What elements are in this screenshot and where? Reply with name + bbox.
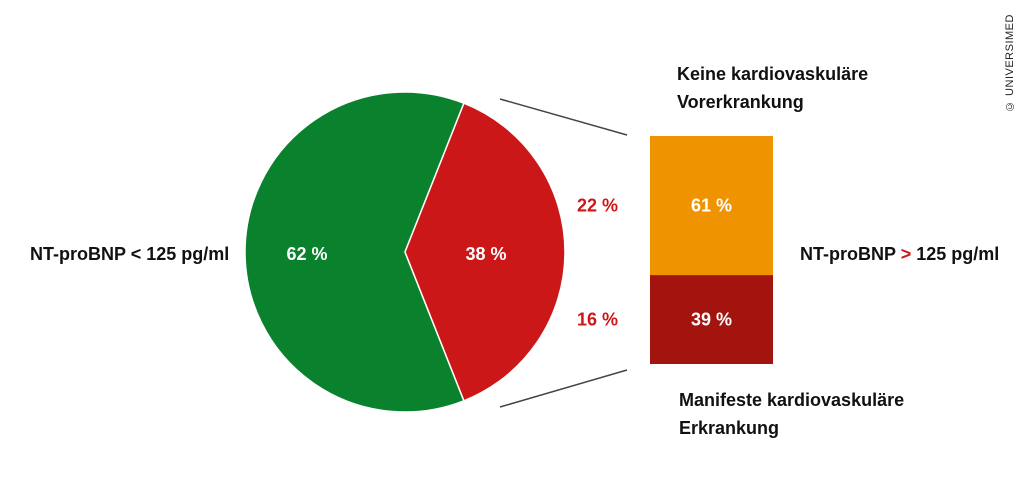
segment-top-name: Keine kardiovaskuläre Vorerkrankung (677, 64, 873, 112)
pie-label-low: 62 % (286, 244, 327, 264)
bar-share-label-no-prior-disease: 61 % (691, 196, 732, 216)
connector-line-top (499, 98, 628, 136)
bar-segment-no-prior-disease (650, 136, 773, 276)
segment-bottom-name: Manifeste kardiovaskuläre Erkrankung (679, 390, 909, 438)
breakdown-bar: 61 % 22 % 39 % 16 % (577, 136, 773, 364)
copyright-notice: © UNIVERSIMED (1004, 14, 1016, 112)
pie-group: 62 % 38 % (244, 91, 566, 413)
pie-label-high: 38 % (465, 244, 506, 264)
connector-line-bottom (499, 369, 628, 408)
pie-slice-low (244, 91, 465, 413)
connector-lines (499, 98, 628, 408)
bar-share-label-manifest-disease: 39 % (691, 310, 732, 330)
overall-label-manifest-disease: 16 % (577, 310, 618, 330)
bar-segment-manifest-disease (650, 275, 773, 364)
overall-label-no-prior-disease: 22 % (577, 196, 618, 216)
breakdown-right-label: NT-proBNP > 125 pg/ml (800, 244, 999, 264)
pie-left-label: NT-proBNP < 125 pg/ml (30, 244, 229, 264)
breakdown-right-label-sign: > (901, 244, 912, 264)
pie-slice-high (404, 102, 566, 402)
